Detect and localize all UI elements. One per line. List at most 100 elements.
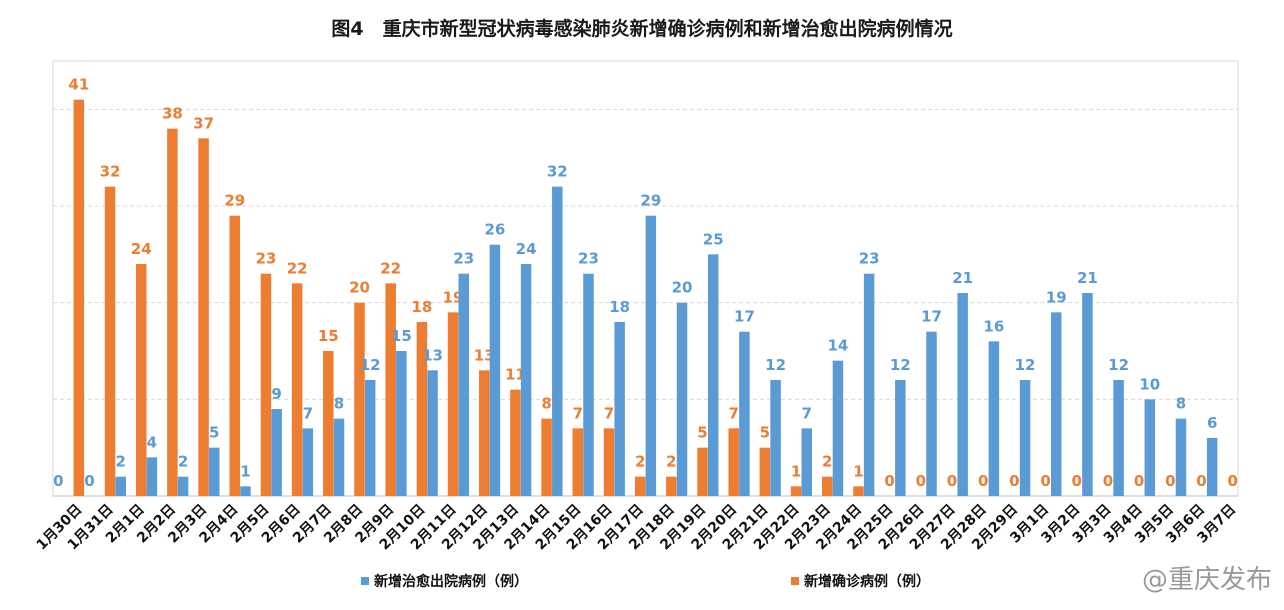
bar-recovered: [1175, 418, 1187, 496]
bar-recovered: [770, 380, 781, 496]
legend-label-recovered: 新增治愈出院病例（例）: [374, 573, 528, 590]
data-label-confirmed: 8: [541, 395, 551, 413]
data-label-confirmed: 7: [728, 404, 738, 422]
data-label-confirmed: 0: [978, 472, 988, 490]
bar-confirmed: [447, 312, 459, 496]
bar-recovered: [832, 360, 844, 496]
bar-recovered: [427, 370, 438, 496]
data-label-recovered: 12: [1015, 356, 1036, 374]
data-label-confirmed: 0: [1009, 472, 1019, 490]
bar-confirmed: [229, 215, 241, 496]
bar-confirmed: [572, 428, 584, 496]
data-label-confirmed: 0: [1103, 472, 1113, 490]
bar-confirmed: [416, 322, 428, 496]
bar-recovered: [209, 447, 220, 496]
bar-recovered: [302, 428, 314, 496]
bar-recovered: [1113, 380, 1124, 496]
bar-confirmed: [822, 476, 833, 496]
data-label-recovered: 12: [1108, 356, 1129, 374]
data-label-recovered: 2: [115, 453, 125, 471]
bar-recovered: [895, 380, 906, 496]
bar-recovered: [396, 351, 407, 496]
data-label-confirmed: 22: [287, 259, 308, 277]
data-label-confirmed: 18: [411, 298, 432, 316]
data-label-confirmed: 11: [505, 366, 526, 384]
bar-confirmed: [323, 351, 334, 496]
bar-confirmed: [510, 389, 521, 496]
data-label-recovered: 18: [609, 298, 630, 316]
data-label-recovered: 12: [360, 356, 381, 374]
bar-recovered: [271, 409, 282, 496]
data-label-confirmed: 0: [1196, 472, 1206, 490]
data-label-confirmed: 24: [131, 240, 152, 258]
bar-confirmed: [853, 486, 864, 496]
data-label-recovered: 8: [1176, 395, 1186, 413]
data-label-recovered: 7: [802, 404, 812, 422]
bar-confirmed: [603, 428, 615, 496]
data-label-recovered: 21: [1077, 269, 1098, 287]
bar-recovered: [520, 264, 532, 496]
data-label-confirmed: 0: [947, 472, 957, 490]
data-label-confirmed: 0: [916, 472, 926, 490]
data-label-confirmed: 13: [474, 346, 495, 364]
data-label-recovered: 15: [391, 327, 412, 345]
data-label-recovered: 0: [53, 472, 63, 490]
bar-recovered: [583, 273, 594, 496]
bar-recovered: [739, 331, 750, 496]
bar-recovered: [333, 418, 345, 496]
bar-recovered: [552, 186, 563, 496]
data-label-recovered: 16: [983, 317, 1004, 335]
data-label-confirmed: 19: [443, 288, 464, 306]
bar-confirmed: [291, 283, 303, 496]
data-label-confirmed: 0: [1165, 472, 1175, 490]
bar-recovered: [926, 331, 937, 496]
bar-confirmed: [634, 476, 646, 496]
bar-recovered: [801, 428, 813, 496]
bar-confirmed: [790, 486, 802, 496]
data-label-confirmed: 5: [760, 424, 770, 442]
data-label-recovered: 23: [453, 250, 474, 268]
data-label-recovered: 10: [1139, 375, 1160, 393]
data-label-recovered: 12: [765, 356, 786, 374]
bar-recovered: [1082, 293, 1093, 496]
bar-confirmed: [478, 370, 490, 496]
data-label-recovered: 23: [578, 250, 599, 268]
data-label-confirmed: 7: [604, 404, 614, 422]
data-label-confirmed: 0: [884, 472, 894, 490]
data-label-recovered: 25: [703, 230, 724, 248]
data-label-recovered: 17: [734, 308, 755, 326]
data-label-confirmed: 2: [635, 453, 645, 471]
bar-recovered: [458, 273, 469, 496]
data-label-confirmed: 32: [100, 163, 121, 181]
data-label-confirmed: 20: [349, 279, 370, 297]
bar-confirmed: [104, 186, 116, 496]
legend-swatch-recovered: [361, 577, 369, 585]
data-label-confirmed: 0: [1040, 472, 1050, 490]
data-label-confirmed: 7: [573, 404, 583, 422]
data-label-recovered: 1: [240, 462, 250, 480]
data-label-recovered: 32: [547, 163, 568, 181]
data-label-recovered: 8: [334, 395, 344, 413]
bar-recovered: [863, 273, 875, 496]
bar-confirmed: [759, 447, 771, 496]
bar-confirmed: [666, 476, 677, 496]
chart-title: 图4 重庆市新型冠状病毒感染肺炎新增确诊病例和新增治愈出院病例情况: [331, 18, 953, 40]
data-label-confirmed: 29: [224, 192, 245, 210]
bar-confirmed: [198, 138, 209, 497]
bar-recovered: [707, 254, 719, 496]
data-label-recovered: 6: [1207, 414, 1217, 432]
data-label-recovered: 21: [952, 269, 973, 287]
data-label-recovered: 17: [921, 308, 942, 326]
data-label-recovered: 26: [484, 221, 505, 239]
data-label-recovered: 2: [178, 453, 188, 471]
data-label-recovered: 24: [516, 240, 537, 258]
data-label-recovered: 9: [271, 385, 281, 403]
bar-recovered: [1019, 380, 1031, 496]
bar-recovered: [240, 486, 251, 496]
watermark-text: @重庆发布: [1142, 565, 1272, 595]
legend-swatch-confirmed: [791, 577, 799, 585]
data-label-recovered: 23: [859, 250, 880, 268]
data-label-confirmed: 23: [256, 250, 277, 268]
bar-confirmed: [260, 273, 272, 496]
